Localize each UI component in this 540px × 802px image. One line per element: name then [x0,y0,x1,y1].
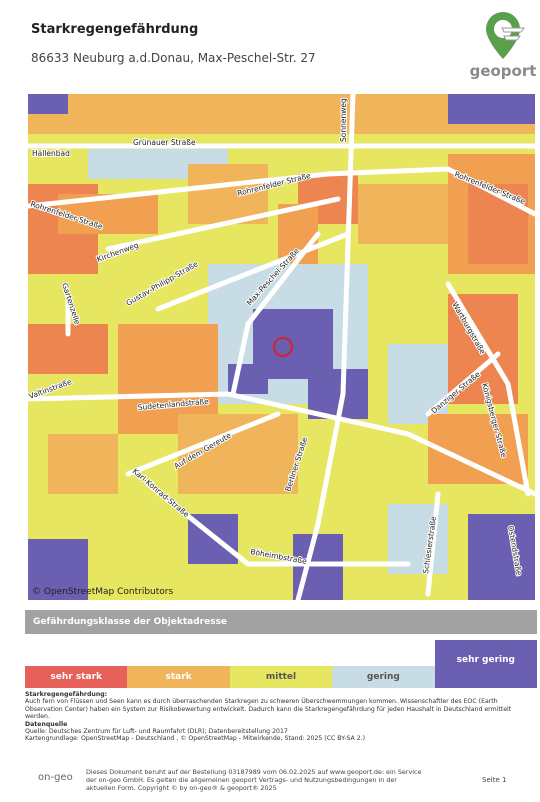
logo-text: geoport [470,62,536,80]
street-label: Sonnenweg [339,98,348,142]
title: Starkregengefährdung [31,22,199,37]
logo: geoport [470,12,536,80]
notes-heading: Starkregengefährdung: [25,691,108,698]
legend-title: Gefährdungsklasse der Objektadresse [25,610,537,634]
legend-class: mittel [229,666,333,688]
source-heading: Datenquelle [25,720,68,728]
notes-text: Auch fern von Flüssen und Seen kann es d… [25,698,512,721]
footer-logo: on-geo [38,772,73,783]
legend: sehr stark stark mittel gering sehr gering [25,640,537,688]
hazard-areas [28,94,535,600]
source: Quelle: Deutsches Zentrum für Luft- und … [25,728,288,736]
legend-class: gering [332,666,435,688]
street-label: Grünauer Straße [133,138,196,147]
map: Grünauer Straße Sonnenweg Hallenbad Rohr… [28,94,535,600]
logo-stripes [501,27,525,41]
legend-class: sehr stark [25,666,128,688]
address: 86633 Neuburg a.d.Donau, Max-Peschel-Str… [31,51,316,65]
basemap: Kartengrundlage: OpenStreetMap - Deutsch… [25,735,366,743]
footer-text: Dieses Dokument beruht auf der Bestellun… [86,768,422,792]
roads [28,94,535,600]
attribution: © OpenStreetMap Contributors [32,587,173,597]
street-label: Hallenbad [32,149,70,158]
object-marker [273,337,293,357]
notes: Starkregengefährdung: Auch fern von Flüs… [25,691,525,743]
legend-class: stark [127,666,230,688]
page-number: Seite 1 [482,776,507,784]
legend-class: sehr gering [434,640,537,688]
